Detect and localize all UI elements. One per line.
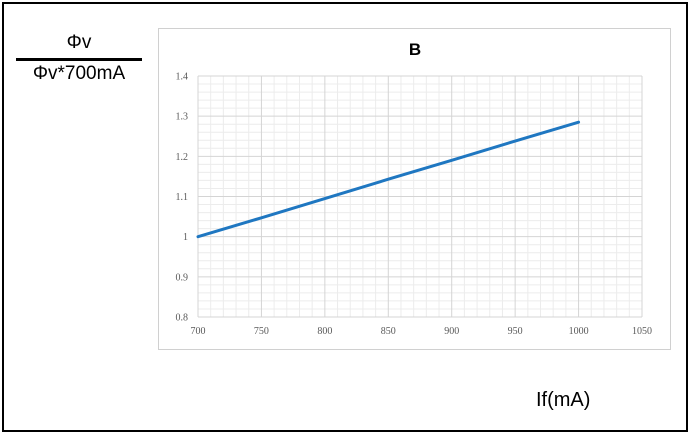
series-group — [196, 120, 581, 239]
y-tick-label: 0.8 — [176, 313, 189, 324]
y-tick-label: 1 — [183, 232, 188, 243]
y-tick-label: 1.3 — [176, 112, 189, 123]
y-tick-label: 0.9 — [176, 272, 189, 283]
line-chart: 700 750 800 850 900 950 1000 1050 0.8 0.9 1 1.1 1.2 1… — [176, 40, 653, 338]
y-axis-label-numerator: Φv — [66, 32, 92, 53]
x-tick-label: 800 — [317, 326, 332, 337]
chart-area: 700 750 800 850 900 950 1000 1050 0.8 0.9 1 1.1 1.2 1… — [158, 28, 671, 350]
y-tick-label: 1.2 — [176, 152, 189, 163]
tick-labels: 700 750 800 850 900 950 1000 1050 0.8 0.9 1 1.1 1.2 1… — [176, 72, 653, 338]
major-gridlines — [197, 75, 643, 318]
x-tick-label: 750 — [254, 326, 269, 337]
x-tick-label: 700 — [191, 326, 206, 337]
y-tick-label: 1.1 — [176, 192, 189, 203]
y-tick-label: 1.4 — [176, 72, 189, 83]
y-axis-label-denominator: Φv*700mA — [32, 63, 126, 84]
x-tick-label: 850 — [381, 326, 396, 337]
x-tick-label: 1050 — [632, 326, 652, 337]
chart-title: B — [409, 40, 421, 59]
x-tick-label: 1000 — [569, 326, 589, 337]
series-line — [196, 120, 581, 239]
y-axis-label-fraction-bar — [16, 58, 142, 61]
x-axis-label: If(mA) — [536, 389, 591, 411]
x-tick-label: 900 — [444, 326, 459, 337]
x-tick-label: 950 — [508, 326, 523, 337]
